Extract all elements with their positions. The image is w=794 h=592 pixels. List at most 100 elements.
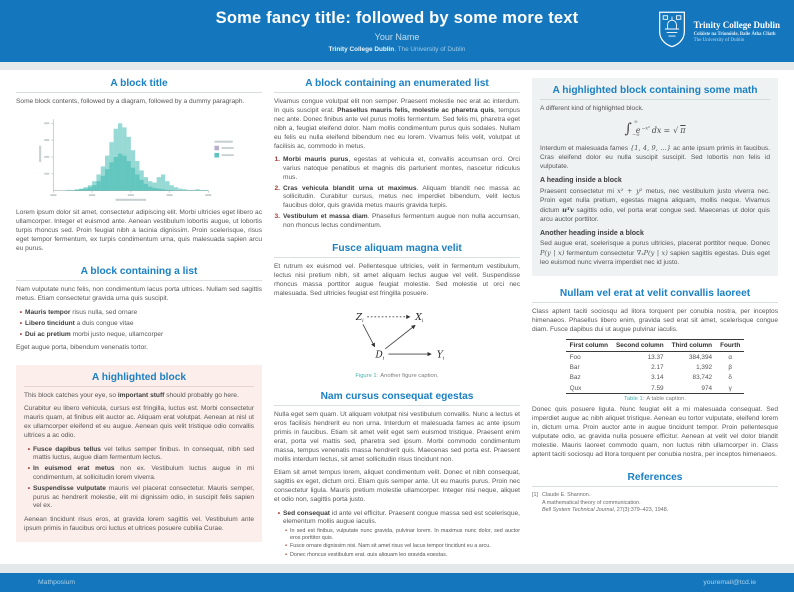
math-display: ∫ ∞ −∞ e−x² dx = √ π: [624, 119, 686, 138]
header-center: Some fancy title: followed by some more …: [0, 9, 794, 53]
table-cell: 974: [667, 382, 717, 395]
table-header-cell: Third column: [667, 339, 717, 353]
table-row: Foo 13.37 384,394 α: [566, 352, 745, 363]
list-item-text: Mauris tempor risus nulla, sed ornare: [25, 308, 138, 316]
table-cell: Bar: [569, 364, 580, 372]
paragraph: This block catches your eye, so importan…: [24, 391, 239, 399]
table-header-cell: Second column: [612, 339, 668, 353]
paragraph: Etiam sit amet tempus lorem, aliquet con…: [274, 469, 520, 504]
paragraph: Sed augue erat, scelerisque a purus ultr…: [540, 239, 770, 266]
node-z: Zi: [355, 313, 364, 324]
block-title: A highlighted block: [24, 372, 254, 387]
block-nullam-table: Nullam vel erat at velit convallis laore…: [532, 288, 778, 460]
list-item: • Mauris tempor risus nulla, sed ornare: [16, 309, 262, 318]
paragraph: Interdum et malesuada fames {1, 4, 9, …}…: [540, 143, 770, 170]
paragraph: Praesent consectetur mi x² + y² metus, n…: [540, 186, 770, 223]
bullet-list: • Fusce dapibus tellus vel tellus semper …: [24, 446, 254, 512]
list-item-text: Sed consequat id ante vel efficitur. Pra…: [283, 510, 520, 556]
table-cell: 1,392: [696, 364, 713, 372]
reference-number: [1]: [532, 491, 538, 498]
paragraph: Curabitur eu libero vehicula, cursus est…: [24, 405, 254, 440]
list-item: 2. Cras vehicula blandit urna ut maximus.…: [274, 184, 521, 211]
column-3: A highlighted block containing some math…: [532, 78, 778, 556]
list-item-text: Suspendisse vulputate mauris vel placera…: [33, 484, 254, 510]
table-header-cell: First column: [565, 339, 613, 353]
institution-name: Trinity College Dublin: [328, 46, 395, 53]
block-title: Nam cursus consequat egestas: [274, 391, 520, 407]
logo-line-3: The University of Dublin: [693, 38, 745, 43]
block-subheading: A heading inside a block: [540, 176, 622, 184]
paragraph: Donec quis posuere ligula. Nunc feugiat …: [532, 406, 778, 458]
sqrt-pi: √ π: [673, 125, 686, 135]
list-item: 3. Vestibulum et massa diam. Phasellus fe…: [274, 213, 520, 231]
integrand: e−x²: [635, 125, 650, 135]
list-item: • Libero tincidunt a duis congue vitae: [16, 320, 262, 329]
paragraph: Nam vulputate nunc felis, non condimentu…: [16, 286, 262, 303]
block-title: A highlighted block containing some math: [540, 85, 770, 100]
list-number: 1.: [274, 156, 281, 164]
block-fusce-aliquam: Fusce aliquam magna velit Et rutrum ex e…: [274, 243, 520, 379]
numbered-list: 1. Morbi mauris purus, egestas at vehicul…: [274, 156, 521, 231]
highlighted-math-block: A highlighted block containing some math…: [532, 78, 778, 276]
table-cell: α: [728, 353, 733, 361]
sub-list: • In sed est finibus, vulputate nunc grav…: [283, 528, 520, 556]
highlighted-block: A highlighted block This block catches y…: [16, 364, 262, 543]
table-cell: β: [728, 364, 733, 372]
logo-line-1: Trinity College Dublin: [693, 20, 780, 30]
paragraph: Vivamus congue volutpat elit non semper.…: [274, 98, 520, 150]
block-references: References [1] Claude E. Shannon. A mathem…: [532, 472, 778, 515]
bullet-marker: •: [19, 308, 22, 316]
table-wrapper: First column Second column Third column Fou…: [532, 339, 778, 395]
block-enumerated-list: A block containing an enumerated list Vi…: [274, 78, 520, 231]
paragraph: Aenean tincidunt risus eros, at gravida …: [24, 515, 254, 532]
reference-item: [1] Claude E. Shannon. A mathematical theo…: [532, 492, 778, 515]
sub-list-item: • Fusce ornare dignissim nisi. Nam sit am…: [283, 543, 520, 550]
list-item-text: Fusce dapibus tellus vel tellus semper f…: [33, 445, 254, 462]
list-item-text: Morbi mauris purus, egestas at vehicula …: [283, 156, 520, 181]
table-row: Bar 2.17 1,392 β: [566, 363, 745, 373]
figure-caption-label: Figure 1:: [355, 373, 379, 380]
footer-email: youremail@tcd.ie: [703, 579, 756, 586]
table-cell: 2.17: [651, 364, 664, 372]
edge-z-d: [362, 324, 376, 348]
histogram-series: [74, 154, 174, 192]
paragraph: Class aptent taciti sociosqu ad litora t…: [532, 307, 778, 333]
list-item-text: In euismod erat metus non ex. Vestibulum…: [33, 465, 254, 481]
tcd-crest-icon: [657, 9, 687, 54]
dag-plot: Zi Xi Di Yi: [355, 313, 445, 361]
histogram-figure: [16, 111, 262, 207]
bullet-list: • Sed consequat id ante vel efficitur. Pr…: [274, 510, 520, 556]
list-item: • In euismod erat metus non ex. Vestibulu…: [24, 465, 254, 483]
block-containing-a-list: A block containing a list Nam vulputate …: [16, 266, 262, 353]
tcd-logo: Trinity College Dublin Coláiste na Tríon…: [657, 9, 780, 54]
block-title: A block title: [16, 78, 262, 93]
node-d: Di: [375, 350, 385, 361]
table-row: Qux 7.59 974 γ: [565, 382, 745, 395]
paragraph: Nulla eget sem quam. Ut aliquam volutpat…: [274, 411, 520, 463]
column-2: A block containing an enumerated list Vi…: [274, 78, 520, 556]
table-cell: δ: [728, 374, 732, 382]
header-divider: [0, 62, 794, 70]
logo-line-2: Coláiste na Tríonóide, Baile Átha Cliath: [693, 31, 776, 37]
bullet-marker: •: [27, 465, 30, 473]
list-number: 2.: [274, 184, 281, 192]
paragraph: Et rutrum ex euismod vel. Pellentesque u…: [274, 262, 520, 297]
node-x: Xi: [414, 313, 423, 324]
figure-caption: Figure 1: Another figure caption.: [355, 373, 439, 380]
edge-d-x: [385, 324, 416, 350]
block-title: A block containing an enumerated list: [274, 78, 520, 93]
table-cell: 83,742: [692, 374, 713, 382]
table-caption-label: Table 1:: [624, 396, 645, 403]
list-item-text: Vestibulum et massa diam. Phasellus ferm…: [283, 213, 520, 229]
bullet-marker: •: [285, 551, 287, 556]
data-table: First column Second column Third column Fou…: [565, 339, 745, 395]
dag-figure: Zi Xi Di Yi: [274, 303, 520, 371]
footer-divider: [0, 564, 794, 573]
table-cell: 3.14: [651, 374, 664, 382]
list-item: • Dui ac pretium morbi justo neque, ullam…: [16, 331, 262, 340]
bullet-marker: •: [19, 319, 22, 327]
table-cell: 7.59: [612, 382, 668, 395]
bullet-marker: •: [19, 330, 22, 338]
table-row: Baz 3.14 83,742 δ: [566, 373, 745, 383]
